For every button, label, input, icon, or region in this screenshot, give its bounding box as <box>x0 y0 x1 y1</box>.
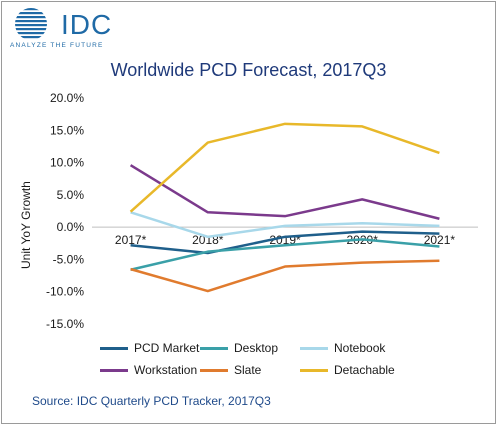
y-tick-label: 0.0% <box>57 220 85 234</box>
legend-label: Workstation <box>134 363 198 377</box>
legend-label: Notebook <box>334 341 386 355</box>
x-tick-label: 2021* <box>424 233 456 247</box>
y-axis-label: Unit YoY Growth <box>19 181 33 269</box>
globe-icon <box>15 8 47 39</box>
legend-swatch <box>300 369 328 372</box>
x-tick-label: 2017* <box>115 233 147 247</box>
series-line <box>129 122 440 213</box>
series-line <box>129 164 440 220</box>
series-line <box>130 259 440 293</box>
y-tick-label: 5.0% <box>57 188 85 202</box>
legend-label: Slate <box>234 363 262 377</box>
legend-label: Detachable <box>334 363 395 377</box>
y-tick-label: 20.0% <box>50 91 84 105</box>
y-tick-label: 15.0% <box>50 123 84 137</box>
legend-swatch <box>200 347 228 350</box>
idc-logo: IDC ANALYZE THE FUTURE <box>9 7 129 49</box>
y-tick-label: -5.0% <box>53 252 85 266</box>
chart-title: Worldwide PCD Forecast, 2017Q3 <box>110 60 387 80</box>
y-tick-label: -15.0% <box>46 317 84 331</box>
y-tick-label: 10.0% <box>50 156 84 170</box>
logo-brand: IDC <box>61 9 113 40</box>
logo-tagline: ANALYZE THE FUTURE <box>10 42 104 49</box>
line-chart: -15.0% -10.0% -5.0% 0.0% 5.0% 10.0% 15.0% 20.0%… <box>46 91 478 331</box>
source-note: Source: IDC Quarterly PCD Tracker, 2017Q… <box>32 394 271 408</box>
legend-label: Desktop <box>234 341 279 355</box>
legend-swatch <box>300 347 328 350</box>
legend-swatch <box>200 369 228 372</box>
legend-swatch <box>100 347 128 350</box>
legend-swatch <box>100 369 128 372</box>
legend-label: PCD Market <box>134 341 200 355</box>
y-tick-label: -10.0% <box>46 285 84 299</box>
